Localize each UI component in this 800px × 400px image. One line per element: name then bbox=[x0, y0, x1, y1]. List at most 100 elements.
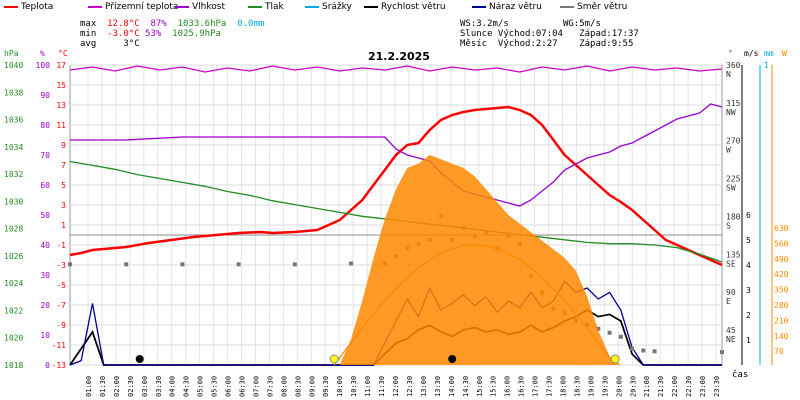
solar-tick-label: 210 bbox=[774, 316, 789, 325]
dir-name-label: N bbox=[726, 70, 731, 79]
x-tick-label: 13:30 bbox=[434, 376, 442, 397]
stats-avg-label: avg bbox=[80, 39, 97, 49]
legend-item-prizemni-teplota: Přízemní teplota bbox=[88, 2, 178, 12]
wind-direction-point bbox=[720, 350, 724, 355]
x-tick-label: 02:30 bbox=[127, 376, 135, 397]
pct-tick-label: 20 bbox=[40, 301, 50, 310]
x-axis-label: čas bbox=[732, 369, 748, 380]
dir-name-label: NE bbox=[726, 335, 736, 344]
x-tick-label: 04:30 bbox=[183, 376, 191, 397]
unit-mm: mm bbox=[764, 49, 774, 58]
x-tick-label: 03:30 bbox=[155, 376, 163, 397]
x-tick-label: 06:30 bbox=[239, 376, 247, 397]
legend-item-vlhkost: Vlhkost bbox=[175, 2, 225, 12]
temp-tick-label: -7 bbox=[56, 301, 66, 310]
legend-item-teplota: Teplota bbox=[4, 2, 53, 12]
dir-tick-label: 225 bbox=[726, 175, 741, 184]
dir-name-label: SW bbox=[726, 184, 736, 193]
x-tick-label: 16:30 bbox=[518, 376, 526, 397]
dir-tick-label: 180 bbox=[726, 212, 741, 221]
x-tick-label: 11:30 bbox=[378, 376, 386, 397]
hpa-tick-label: 1026 bbox=[4, 252, 23, 261]
unit-dir: ° bbox=[728, 49, 733, 58]
series-line-teplota bbox=[69, 105, 723, 267]
dir-name-label: NW bbox=[726, 108, 736, 117]
stats-ws: WS:3.2m/s bbox=[460, 19, 509, 29]
x-tick-label: 15:30 bbox=[490, 376, 498, 397]
x-tick-label: 01:00 bbox=[85, 376, 93, 397]
x-tick-label: 11:00 bbox=[364, 376, 372, 397]
x-tick-label: 19:00 bbox=[587, 376, 595, 397]
x-tick-label: 22:00 bbox=[671, 376, 679, 397]
temp-tick-label: 5 bbox=[61, 181, 66, 190]
pct-tick-label: 70 bbox=[40, 151, 50, 160]
legend-item-rychlost-vetru: Rychlost větru bbox=[364, 2, 446, 12]
x-tick-label: 18:30 bbox=[573, 376, 581, 397]
x-tick-label: 14:30 bbox=[462, 376, 470, 397]
x-tick-label: 20:00 bbox=[615, 376, 623, 397]
wind-direction-point bbox=[596, 326, 601, 331]
pct-tick-label: 50 bbox=[40, 211, 50, 220]
ms-tick-label: 4 bbox=[746, 261, 751, 270]
x-tick-label: 22:30 bbox=[685, 376, 693, 397]
solar-tick-label: 70 bbox=[774, 347, 784, 356]
unit-pct: % bbox=[40, 49, 45, 58]
x-tick-label: 21:00 bbox=[643, 376, 651, 397]
unit-solar: W bbox=[782, 49, 787, 58]
x-tick-label: 02:00 bbox=[113, 376, 121, 397]
x-tick-label: 10:00 bbox=[336, 376, 344, 397]
series-line-vlhkost bbox=[70, 103, 723, 207]
mm-tick-label: 1 bbox=[764, 61, 769, 70]
chart-title: 21.2.2025 bbox=[368, 50, 430, 63]
solar-tick-label: 490 bbox=[774, 255, 789, 264]
temp-tick-label: -11 bbox=[52, 341, 67, 350]
dir-tick-label: 135 bbox=[726, 250, 741, 259]
stats-max-hum: 87% bbox=[150, 19, 167, 29]
sunset-marker bbox=[610, 354, 620, 364]
stats-moon: Měsíc Východ:2:27 Západ:9:55 bbox=[460, 39, 634, 49]
legend: Teplota Přízemní teplota Vlhkost Tlak Sr… bbox=[0, 2, 800, 16]
x-tick-label: 20:30 bbox=[629, 376, 637, 397]
x-tick-label: 05:00 bbox=[197, 376, 205, 397]
pct-tick-label: 80 bbox=[40, 121, 50, 130]
solar-tick-label: 630 bbox=[774, 224, 789, 233]
legend-item-naraz-vetru: Náraz větru bbox=[472, 2, 542, 12]
pct-tick-label: 100 bbox=[36, 61, 51, 70]
hpa-tick-label: 1040 bbox=[4, 61, 23, 70]
wind-direction-point bbox=[292, 262, 297, 267]
wind-direction-point bbox=[641, 348, 646, 353]
x-tick-label: 15:00 bbox=[476, 376, 484, 397]
x-tick-label: 07:30 bbox=[266, 376, 274, 397]
hpa-tick-label: 1030 bbox=[4, 197, 23, 206]
temp-tick-label: 11 bbox=[56, 121, 66, 130]
unit-ms: m/s bbox=[744, 49, 759, 58]
sun-potential-curve bbox=[333, 244, 616, 366]
solar-tick-label: 280 bbox=[774, 301, 789, 310]
x-tick-label: 09:30 bbox=[322, 376, 330, 397]
temp-tick-label: -13 bbox=[52, 361, 67, 370]
x-tick-label: 03:00 bbox=[141, 376, 149, 397]
wind-direction-point bbox=[607, 330, 612, 335]
series-solar-area bbox=[339, 155, 621, 365]
hpa-tick-label: 1022 bbox=[4, 306, 23, 315]
wind-direction-point bbox=[180, 262, 185, 267]
legend-item-smer-vetru: Směr větru bbox=[560, 2, 627, 12]
wind-direction-point bbox=[618, 334, 623, 339]
temp-tick-label: 1 bbox=[61, 221, 66, 230]
hpa-tick-label: 1034 bbox=[4, 143, 23, 152]
ms-tick-label: 5 bbox=[746, 236, 751, 245]
hpa-tick-label: 1020 bbox=[4, 334, 23, 343]
stats-max-press: 1033.6hPa bbox=[177, 19, 227, 29]
x-tick-label: 23:00 bbox=[699, 376, 707, 397]
moonrise-marker bbox=[135, 355, 144, 363]
x-tick-label: 01:30 bbox=[99, 376, 107, 397]
hpa-tick-label: 1028 bbox=[4, 225, 23, 234]
dir-tick-label: 45 bbox=[726, 326, 736, 335]
sunrise-marker bbox=[329, 354, 339, 364]
sun-moon-block: WS:3.2m/s WG:5m/s Slunce Východ:07:04 Zá… bbox=[460, 19, 639, 49]
dir-tick-label: 315 bbox=[726, 99, 741, 108]
x-tick-label: 17:00 bbox=[532, 376, 540, 397]
pct-tick-label: 90 bbox=[40, 91, 50, 100]
stats-max-temp: 12.8°C bbox=[107, 19, 140, 29]
